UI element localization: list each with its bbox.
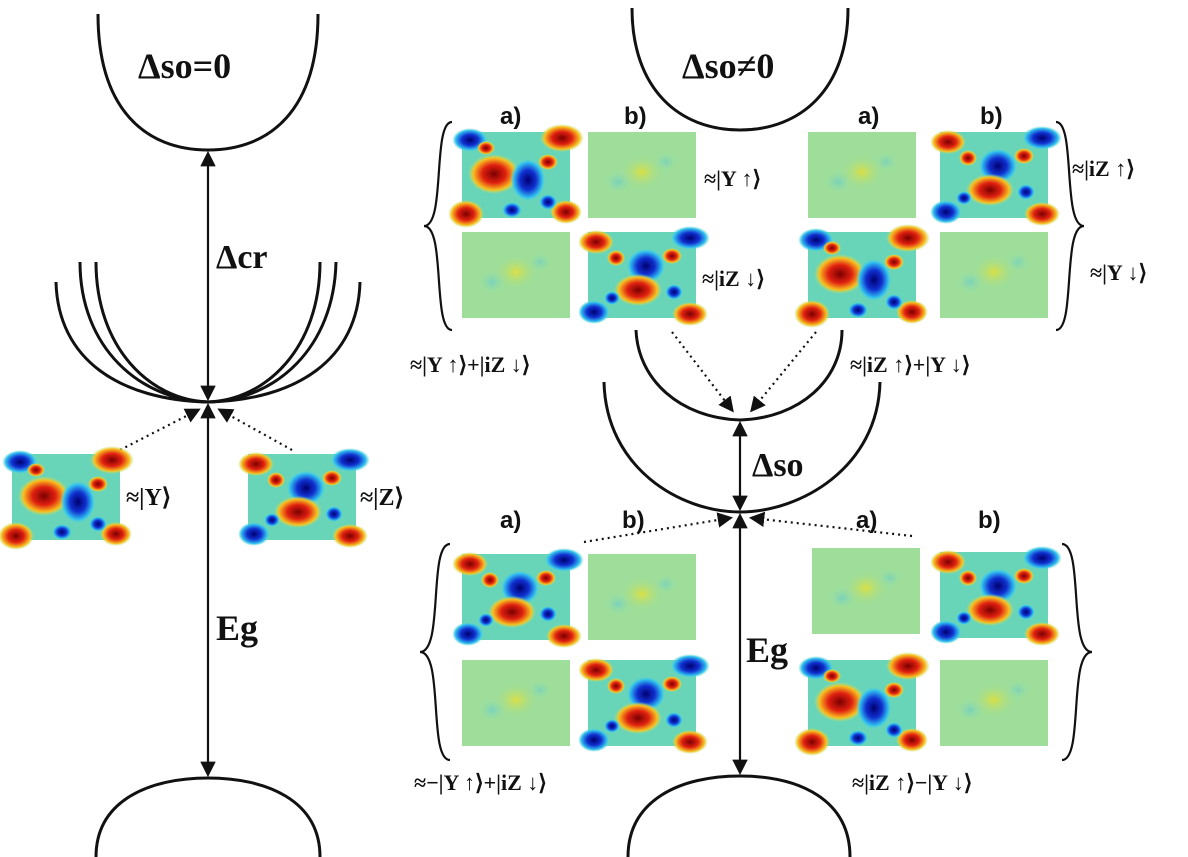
brace-lower-left [419, 542, 451, 762]
conduction-band-right [630, 7, 850, 132]
map-ur-b1 [930, 126, 1062, 226]
map-ul-b2 [578, 226, 710, 326]
brace-lower-right [1061, 542, 1093, 762]
col-b-upper-left: b) [624, 103, 647, 130]
col-a-upper-right: a) [858, 103, 879, 130]
eg-label-right: Eg [746, 630, 788, 670]
conduction-band-left [96, 13, 320, 152]
dotted-pointer-lower-left [583, 512, 734, 544]
dotted-pointer-upper-left [671, 331, 734, 413]
upper-right-row2-label: ≈|Y ↓⟩ [1090, 260, 1147, 285]
bottom-band-left [94, 776, 322, 857]
valence-band-left-mid2 [94, 261, 322, 404]
map-ul-a1 [448, 124, 584, 228]
col-a-upper-left: a) [500, 103, 521, 130]
map-lr-b1 [930, 546, 1062, 646]
lower-left-combo-label: ≈−|Y ↑⟩+|iZ ↓⟩ [414, 770, 547, 795]
upper-right-row1-label: ≈|iZ ↑⟩ [1072, 156, 1135, 181]
delta-cr-label: Δcr [216, 239, 268, 276]
right-title: Δso≠0 [682, 46, 774, 86]
wavefunction-map-z [238, 448, 370, 548]
brace-upper-left [423, 120, 453, 332]
map-ll-b1 [588, 554, 696, 640]
map-lr-a2 [794, 652, 930, 756]
bottom-band-right [626, 774, 852, 857]
state-y-label: ≈|Y⟩ [126, 485, 171, 511]
upper-left-row2-label: ≈|iZ ↓⟩ [702, 266, 765, 291]
lower-right-combo-label: ≈|iZ ↑⟩−|Y ↓⟩ [852, 770, 972, 795]
dotted-pointer-lower-right [748, 511, 913, 538]
delta-so-label: Δso [752, 447, 804, 484]
upper-left-row1-label: ≈|Y ↑⟩ [704, 166, 761, 191]
map-ur-a2 [794, 224, 930, 328]
upper-right-combo-label: ≈|iZ ↑⟩+|Y ↓⟩ [850, 352, 970, 377]
brace-upper-right [1055, 120, 1085, 332]
left-panel: Δso=0 Δcr Eg ≈|Y⟩ ≈|Z⟩ [0, 13, 404, 857]
right-panel: Δso≠0 Δso Eg a) b) a) b) ≈|Y ↑⟩ ≈|iZ ↓⟩ … [410, 7, 1147, 857]
map-ll-a2 [462, 660, 570, 746]
col-b-lower-right: b) [978, 507, 1001, 534]
left-title: Δso=0 [138, 46, 231, 86]
dotted-pointer-upper-right [750, 331, 817, 413]
map-ur-b2 [940, 232, 1048, 318]
map-ul-a2 [462, 232, 570, 318]
map-ul-b1 [588, 132, 696, 218]
col-a-lower-left: a) [500, 507, 521, 534]
wavefunction-map-y [0, 446, 134, 550]
eg-label-left: Eg [216, 608, 258, 648]
heavy-light-band-right [634, 329, 844, 422]
split-off-band-right [602, 381, 882, 514]
map-ll-a1 [452, 548, 584, 648]
map-lr-a1 [812, 548, 920, 634]
map-ur-a1 [808, 132, 916, 218]
state-z-label: ≈|Z⟩ [360, 485, 404, 511]
map-lr-b2 [940, 660, 1048, 746]
upper-left-combo-label: ≈|Y ↑⟩+|iZ ↓⟩ [410, 352, 530, 377]
dotted-pointer-y [119, 408, 201, 451]
map-ll-b2 [578, 654, 710, 754]
col-b-upper-right: b) [980, 103, 1003, 130]
col-b-lower-left: b) [622, 507, 645, 534]
dotted-pointer-z [217, 408, 293, 451]
col-a-lower-right: a) [856, 507, 877, 534]
